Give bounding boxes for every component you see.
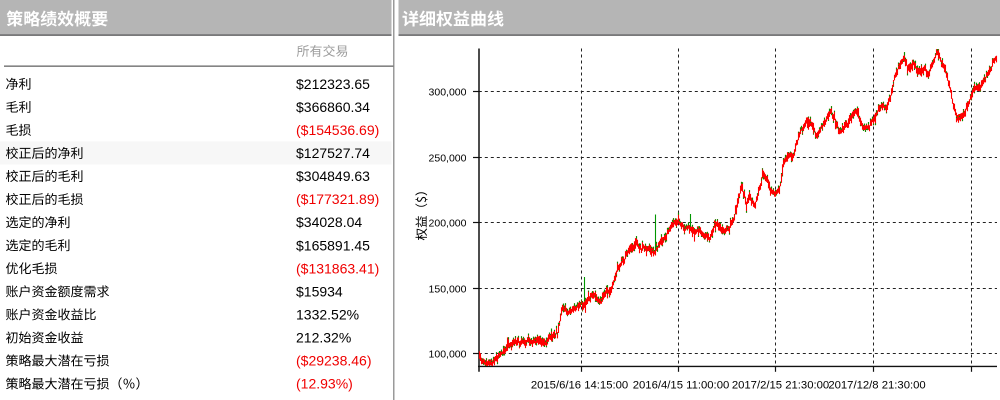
svg-text:($29238.46): ($29238.46): [296, 353, 372, 369]
svg-text:$304849.63: $304849.63: [296, 168, 370, 184]
svg-text:150,000: 150,000: [429, 283, 467, 295]
svg-text:($131863.41): ($131863.41): [296, 260, 379, 276]
svg-text:(12.93%): (12.93%): [296, 376, 353, 392]
svg-text:300,000: 300,000: [429, 86, 467, 98]
svg-text:2017/12/8 21:30:00: 2017/12/8 21:30:00: [828, 379, 925, 391]
svg-text:200,000: 200,000: [429, 217, 467, 229]
svg-text:$366860.34: $366860.34: [296, 99, 370, 115]
svg-text:$34028.04: $34028.04: [296, 214, 362, 230]
svg-text:212.32%: 212.32%: [296, 330, 351, 346]
svg-text:$127527.74: $127527.74: [296, 145, 370, 161]
svg-text:$212323.65: $212323.65: [296, 76, 370, 92]
svg-text:($177321.89): ($177321.89): [296, 191, 379, 207]
svg-text:$15934: $15934: [296, 283, 343, 299]
svg-text:100,000: 100,000: [429, 348, 467, 360]
svg-text:($154536.69): ($154536.69): [296, 122, 379, 138]
svg-text:250,000: 250,000: [429, 152, 467, 164]
svg-text:2017/2/15 21:30:00: 2017/2/15 21:30:00: [732, 379, 829, 391]
svg-text:2015/6/16 14:15:00: 2015/6/16 14:15:00: [531, 379, 628, 391]
svg-text:2016/4/15 11:00:00: 2016/4/15 11:00:00: [633, 379, 730, 391]
svg-text:1332.52%: 1332.52%: [296, 306, 359, 322]
svg-text:$165891.45: $165891.45: [296, 237, 370, 253]
